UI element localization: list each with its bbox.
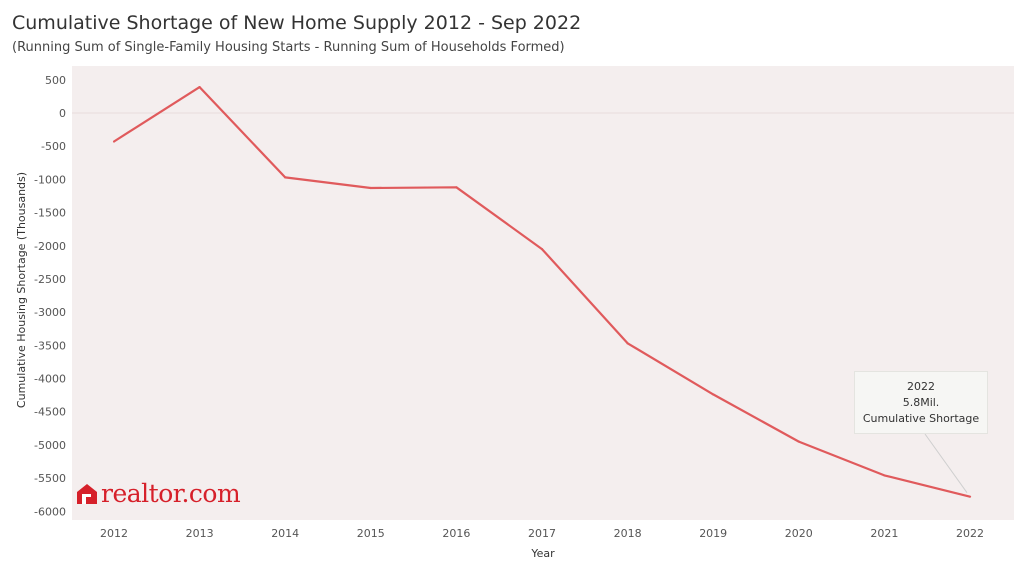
- realtor-logo: realtor.com: [76, 479, 241, 508]
- y-tick-label: 0: [59, 107, 66, 120]
- y-tick-label: -5000: [34, 439, 66, 452]
- tooltip-year: 2022: [907, 380, 935, 393]
- y-tick-label: -3000: [34, 306, 66, 319]
- y-tick-label: -2000: [34, 240, 66, 253]
- x-tick-label: 2019: [699, 527, 727, 540]
- data-point: [712, 393, 715, 396]
- x-tick-label: 2017: [528, 527, 556, 540]
- x-axis-ticks: 2012 2013 2014 2015 2016 2017 2018 2019 2020 2021…: [100, 527, 984, 540]
- y-tick-label: -4500: [34, 406, 66, 419]
- y-tick-label: 500: [45, 74, 66, 87]
- x-tick-label: 2013: [186, 527, 214, 540]
- data-point: [284, 176, 287, 179]
- y-axis-label: Cumulative Housing Shortage (Thousands): [15, 172, 28, 408]
- x-tick-label: 2021: [870, 527, 898, 540]
- plot-area: [72, 66, 1014, 520]
- house-icon: [77, 484, 97, 504]
- x-tick-label: 2022: [956, 527, 984, 540]
- data-point: [626, 342, 629, 345]
- x-axis-label: Year: [530, 547, 555, 560]
- series-points: [112, 86, 972, 498]
- y-tick-label: -2500: [34, 273, 66, 286]
- y-tick-label: -500: [41, 140, 66, 153]
- chart-subtitle: (Running Sum of Single-Family Housing St…: [12, 40, 565, 55]
- x-tick-label: 2012: [100, 527, 128, 540]
- data-point: [540, 247, 544, 251]
- y-tick-label: -4000: [34, 373, 66, 386]
- y-axis-ticks: 500 0 -500 -1000 -1500 -2000 -2500 -3000 -3500 -4…: [34, 74, 66, 518]
- y-tick-label: -1000: [34, 173, 66, 186]
- data-point: [797, 440, 800, 443]
- data-point: [369, 186, 372, 190]
- data-point: [198, 86, 201, 89]
- x-tick-label: 2015: [357, 527, 385, 540]
- y-tick-label: -1500: [34, 207, 66, 220]
- x-tick-label: 2018: [614, 527, 642, 540]
- tooltip-label: Cumulative Shortage: [862, 412, 980, 425]
- y-tick-label: -5500: [34, 472, 66, 485]
- y-tick-label: -6000: [34, 505, 66, 518]
- annotation-tooltip: 2022 5.8Mil. Cumulative Shortage: [854, 371, 988, 434]
- x-tick-label: 2014: [271, 527, 299, 540]
- logo-text: realtor.com: [101, 479, 241, 508]
- x-tick-label: 2020: [785, 527, 813, 540]
- tooltip-value: 5.8Mil.: [902, 396, 940, 409]
- tooltip-leader-line: [924, 433, 968, 493]
- x-tick-label: 2016: [442, 527, 470, 540]
- y-tick-label: -3500: [34, 339, 66, 352]
- data-point: [883, 474, 886, 477]
- chart-title: Cumulative Shortage of New Home Supply 2…: [12, 12, 582, 34]
- data-point: [968, 495, 972, 498]
- data-point: [112, 140, 116, 143]
- data-point: [455, 186, 458, 189]
